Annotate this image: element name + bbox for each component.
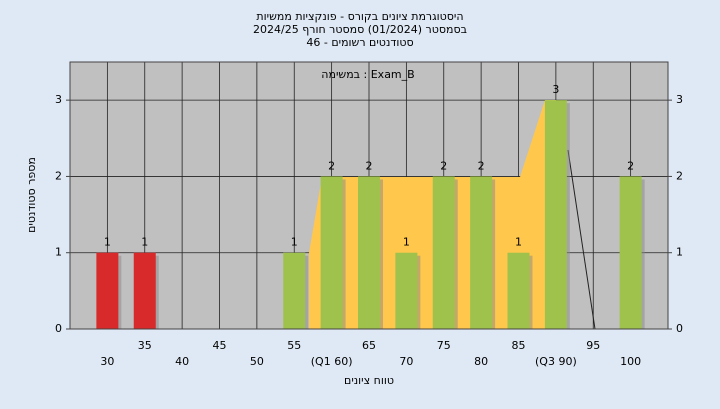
data-label: 3 <box>552 83 559 96</box>
bar <box>133 252 156 329</box>
data-label: 2 <box>627 159 634 172</box>
x-axis-label: טווח ציונים <box>344 374 394 387</box>
data-label: 1 <box>104 236 111 249</box>
x-tick-label: 40 <box>175 355 189 368</box>
bar <box>358 176 380 329</box>
y-tick-label: 3 <box>55 93 62 106</box>
data-label: 1 <box>515 236 522 249</box>
bar <box>96 252 119 329</box>
x-tick-label: 65 <box>362 339 376 352</box>
bar <box>395 252 418 329</box>
bar <box>544 100 567 330</box>
y-tick-label: 0 <box>55 322 62 335</box>
data-label: 1 <box>291 236 298 249</box>
data-label: 2 <box>478 159 485 172</box>
x-tick-label: 45 <box>213 339 227 352</box>
x-tick-label: 55 <box>287 339 301 352</box>
bar <box>619 176 642 329</box>
x-tick-label: (Q1 60) <box>311 355 353 368</box>
data-label: 1 <box>403 236 410 249</box>
y-tick-label: 2 <box>55 169 62 182</box>
y-axis-label: מספר סטודנטים <box>25 157 38 233</box>
bar <box>432 176 455 329</box>
bar <box>507 252 530 329</box>
y-tick-label: 1 <box>55 246 62 259</box>
bar <box>320 176 343 329</box>
y2-tick-label: 1 <box>676 246 683 259</box>
chart-subtitle: סטודנטים רשומים - 46 <box>306 36 413 49</box>
bar <box>470 176 493 329</box>
x-tick-label: 95 <box>586 339 600 352</box>
plot-border <box>69 61 669 330</box>
data-label: 2 <box>328 159 335 172</box>
annotation: במשימה : Exam_B <box>321 68 414 81</box>
chart-title: היסטוגרמת ציונים בקורס - פונקציות ממשיות <box>256 10 463 23</box>
data-label: 1 <box>141 236 148 249</box>
x-tick-label: (Q3 90) <box>535 355 577 368</box>
x-tick-label: 50 <box>250 355 264 368</box>
x-tick-label: 80 <box>474 355 488 368</box>
y2-tick-label: 2 <box>676 169 683 182</box>
trend-line <box>567 149 596 330</box>
bar <box>283 252 306 329</box>
chart-subtitle: בסמסטר (01/2024) סמסטר חורף 2024/25 <box>253 23 467 36</box>
y2-tick-label: 0 <box>676 322 683 335</box>
x-tick-label: 70 <box>399 355 413 368</box>
data-label: 2 <box>440 159 447 172</box>
data-label: 2 <box>366 159 373 172</box>
x-tick-label: 75 <box>437 339 451 352</box>
x-tick-label: 100 <box>620 355 641 368</box>
y2-tick-label: 3 <box>676 93 683 106</box>
x-tick-label: 30 <box>100 355 114 368</box>
x-tick-label: 85 <box>512 339 526 352</box>
x-tick-label: 35 <box>138 339 152 352</box>
